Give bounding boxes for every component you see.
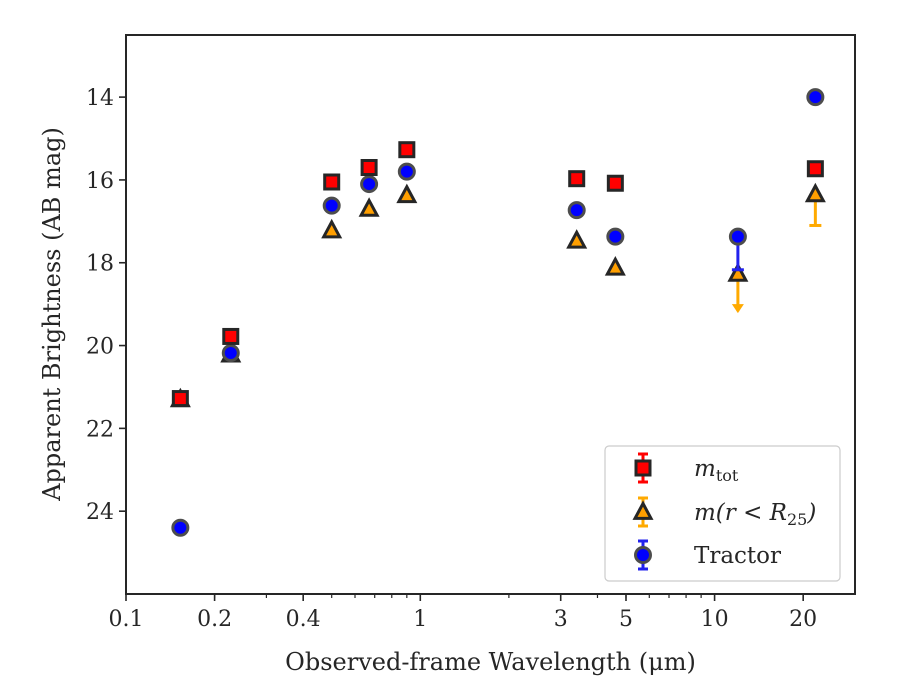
series-1-point-8 — [804, 182, 826, 203]
series-1-point-2 — [321, 218, 343, 239]
y-tick-label-2: 18 — [86, 252, 114, 277]
x-tick-label-5: 5 — [619, 607, 633, 632]
series-2-point-7 — [728, 227, 747, 246]
x-tick-label-7: 20 — [789, 607, 817, 632]
series-2-point-6 — [606, 227, 625, 246]
legend-marker-2 — [634, 546, 652, 564]
y-tick-label-5: 24 — [86, 500, 114, 525]
series-1-point-5 — [566, 229, 588, 249]
x-tick-label-1: 0.2 — [197, 607, 232, 632]
x-tick-label-3: 1 — [413, 607, 427, 632]
series-2-point-5 — [567, 201, 586, 220]
legend-label-0: mtot — [694, 456, 739, 485]
y-tick-label-4: 22 — [86, 417, 114, 442]
series-0-point-2 — [323, 173, 341, 191]
x-tick-label-2: 0.4 — [286, 607, 321, 632]
series-2-point-4 — [397, 162, 416, 181]
series-2-point-0 — [171, 518, 190, 537]
y-tick-label-1: 16 — [86, 169, 114, 194]
x-tick-label-6: 10 — [701, 607, 729, 632]
series-0-point-3 — [360, 159, 378, 177]
series-0-point-5 — [568, 170, 586, 188]
series-0-point-4 — [398, 141, 416, 159]
y-tick-label-0: 14 — [86, 86, 114, 111]
x-axis-label: Observed-frame Wavelength (μm) — [285, 648, 696, 676]
series-0-point-1 — [222, 327, 240, 345]
legend-marker-1 — [632, 500, 654, 520]
series-2-point-1 — [221, 344, 240, 363]
axis-ticks: 0.1 0.2 0.4 1 3 5 10 20 14 16 18 20 22 24 — [86, 86, 817, 632]
plot-frame — [125, 34, 856, 595]
series-1-point-6 — [604, 256, 626, 276]
y-tick-label-3: 20 — [86, 335, 114, 360]
y-axis-label: Apparent Brightness (AB mag) — [38, 127, 66, 502]
series-2-point-3 — [360, 175, 379, 194]
x-tick-label-4: 3 — [554, 607, 568, 632]
series-2-point-2 — [322, 196, 341, 215]
series-0-point-7 — [806, 160, 824, 178]
legend-box — [604, 445, 841, 582]
series-1-point-3 — [358, 197, 380, 217]
legend-label-1: m(r < R25) — [694, 500, 816, 529]
legend-marker-0 — [634, 459, 652, 477]
legend: mtot m(r < R25) Tractor — [604, 445, 841, 582]
data-marks — [169, 88, 826, 537]
series-0-point-0 — [171, 390, 189, 408]
series-1-point-7 — [727, 262, 749, 282]
series-1-point-4 — [396, 183, 418, 204]
legend-label-2: Tractor — [694, 543, 781, 569]
series-1-errbar-7-arrow — [731, 304, 744, 314]
series-2-point-8 — [806, 88, 825, 107]
x-tick-label-0: 0.1 — [109, 607, 144, 632]
series-0-point-6 — [606, 174, 624, 192]
